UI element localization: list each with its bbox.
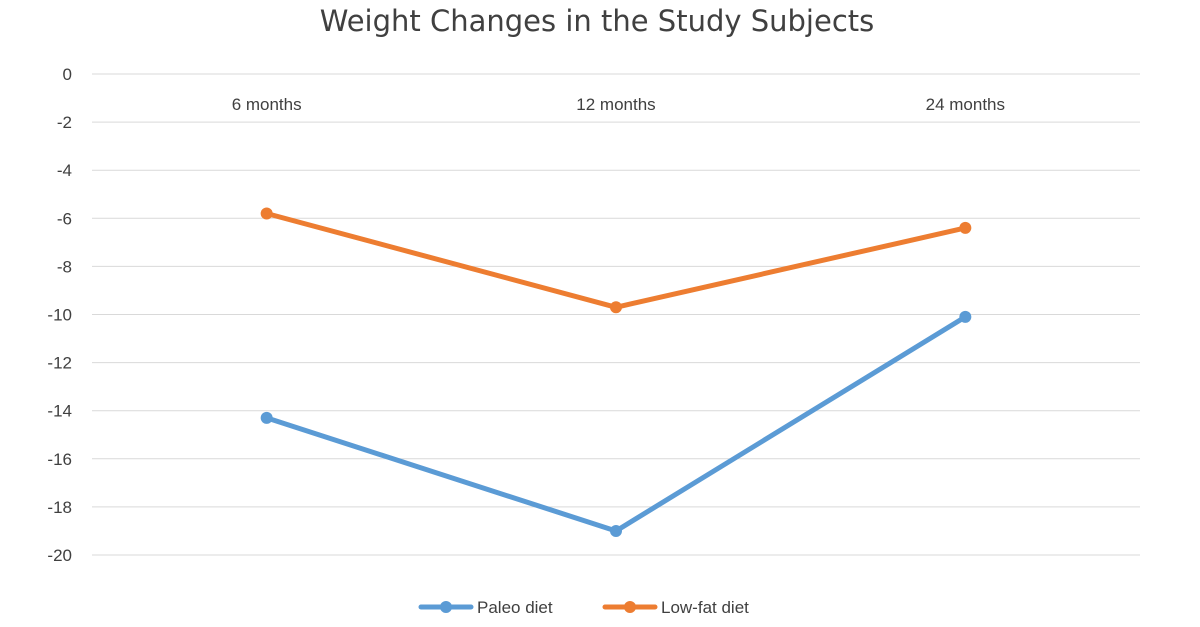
gridlines xyxy=(92,73,1140,556)
y-tick-label: 0 xyxy=(63,65,72,84)
y-tick-label: -20 xyxy=(47,546,72,565)
y-tick-label: -6 xyxy=(57,209,72,228)
data-point xyxy=(959,221,972,234)
data-point xyxy=(610,524,622,537)
y-tick-label: -18 xyxy=(47,498,72,517)
data-point xyxy=(610,301,622,314)
series-low-fat-diet xyxy=(260,207,972,314)
series-paleo-diet xyxy=(260,310,972,537)
x-axis-ticks: 6 months 12 months 24 months xyxy=(232,95,1005,114)
chart-title: Weight Changes in the Study Subjects xyxy=(320,4,875,38)
x-tick-label: 6 months xyxy=(232,95,302,114)
legend-label: Paleo diet xyxy=(477,598,553,617)
y-tick-label: -16 xyxy=(47,450,72,469)
y-tick-label: -10 xyxy=(47,306,72,325)
x-tick-label: 12 months xyxy=(576,95,655,114)
y-tick-label: -4 xyxy=(57,161,72,180)
data-point xyxy=(959,310,972,323)
legend-item: Paleo diet xyxy=(418,598,553,617)
y-tick-label: -12 xyxy=(47,354,72,373)
legend-item: Low-fat diet xyxy=(602,598,749,617)
data-point xyxy=(260,207,273,220)
legend-marker xyxy=(440,601,452,613)
y-tick-label: -14 xyxy=(47,402,72,421)
series-lines xyxy=(260,207,972,537)
y-axis-ticks: 0 -2 -4 -6 -8 -10 -12 -14 -16 -18 -20 xyxy=(47,65,72,565)
series-line xyxy=(264,210,968,310)
series-line xyxy=(264,314,968,534)
legend-label: Low-fat diet xyxy=(661,598,749,617)
data-point xyxy=(260,411,273,424)
x-tick-label: 24 months xyxy=(926,95,1005,114)
y-tick-label: -8 xyxy=(57,257,72,276)
legend-marker xyxy=(624,601,636,613)
legend: Paleo diet Low-fat diet xyxy=(418,598,749,617)
y-tick-label: -2 xyxy=(57,113,72,132)
